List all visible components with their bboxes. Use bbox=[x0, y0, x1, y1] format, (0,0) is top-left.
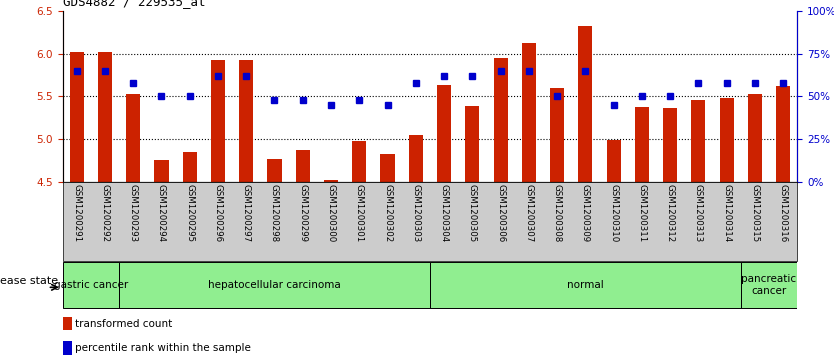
Text: GSM1200315: GSM1200315 bbox=[751, 184, 760, 242]
Text: GSM1200312: GSM1200312 bbox=[666, 184, 675, 242]
Bar bbox=[352, 142, 366, 182]
Bar bbox=[183, 152, 197, 182]
Bar bbox=[239, 60, 254, 182]
Text: GSM1200305: GSM1200305 bbox=[468, 184, 477, 242]
Text: disease state: disease state bbox=[0, 276, 58, 286]
Bar bbox=[522, 43, 536, 182]
Text: GSM1200313: GSM1200313 bbox=[694, 184, 703, 242]
Text: GSM1200296: GSM1200296 bbox=[214, 184, 223, 242]
Bar bbox=[63, 317, 72, 330]
Bar bbox=[69, 52, 83, 182]
Text: GSM1200300: GSM1200300 bbox=[327, 184, 335, 242]
Bar bbox=[126, 94, 140, 182]
Text: GSM1200293: GSM1200293 bbox=[128, 184, 138, 242]
Bar bbox=[119, 262, 430, 307]
Bar bbox=[578, 26, 592, 182]
Bar bbox=[748, 94, 762, 182]
Bar bbox=[324, 180, 338, 182]
Bar bbox=[296, 150, 309, 182]
Bar bbox=[776, 86, 791, 182]
Text: transformed count: transformed count bbox=[75, 318, 173, 329]
Text: GSM1200302: GSM1200302 bbox=[383, 184, 392, 242]
Text: GSM1200295: GSM1200295 bbox=[185, 184, 194, 242]
Text: GSM1200314: GSM1200314 bbox=[722, 184, 731, 242]
Bar bbox=[494, 58, 508, 182]
Bar bbox=[635, 107, 649, 182]
Bar bbox=[63, 341, 72, 355]
Bar bbox=[98, 52, 112, 182]
Text: GSM1200304: GSM1200304 bbox=[440, 184, 449, 242]
Bar bbox=[741, 262, 797, 307]
Text: GSM1200310: GSM1200310 bbox=[609, 184, 618, 242]
Text: GSM1200311: GSM1200311 bbox=[637, 184, 646, 242]
Bar bbox=[465, 106, 480, 182]
Text: GSM1200301: GSM1200301 bbox=[354, 184, 364, 242]
Bar bbox=[211, 60, 225, 182]
Bar bbox=[550, 88, 564, 182]
Bar bbox=[409, 135, 423, 182]
Bar bbox=[63, 262, 119, 307]
Text: GSM1200292: GSM1200292 bbox=[100, 184, 109, 242]
Text: pancreatic
cancer: pancreatic cancer bbox=[741, 274, 796, 296]
Text: GSM1200316: GSM1200316 bbox=[779, 184, 787, 242]
Text: normal: normal bbox=[567, 280, 604, 290]
Text: GSM1200294: GSM1200294 bbox=[157, 184, 166, 242]
Text: GSM1200306: GSM1200306 bbox=[496, 184, 505, 242]
Bar bbox=[380, 154, 394, 182]
Text: GSM1200307: GSM1200307 bbox=[525, 184, 533, 242]
Bar bbox=[606, 140, 620, 182]
Bar bbox=[154, 160, 168, 182]
Text: gastric cancer: gastric cancer bbox=[53, 280, 128, 290]
Bar bbox=[720, 98, 734, 182]
Text: GSM1200299: GSM1200299 bbox=[299, 184, 307, 242]
Text: GSM1200308: GSM1200308 bbox=[553, 184, 561, 242]
Bar bbox=[663, 108, 677, 182]
Bar bbox=[437, 85, 451, 182]
Text: percentile rank within the sample: percentile rank within the sample bbox=[75, 343, 251, 353]
Text: GSM1200303: GSM1200303 bbox=[411, 184, 420, 242]
Text: hepatocellular carcinoma: hepatocellular carcinoma bbox=[208, 280, 341, 290]
Text: GSM1200297: GSM1200297 bbox=[242, 184, 251, 242]
Bar bbox=[430, 262, 741, 307]
Text: GSM1200298: GSM1200298 bbox=[270, 184, 279, 242]
Bar bbox=[268, 159, 282, 182]
Text: GDS4882 / 229535_at: GDS4882 / 229535_at bbox=[63, 0, 205, 8]
Bar bbox=[691, 99, 706, 182]
Text: GSM1200291: GSM1200291 bbox=[73, 184, 81, 242]
Text: GSM1200309: GSM1200309 bbox=[580, 184, 590, 242]
